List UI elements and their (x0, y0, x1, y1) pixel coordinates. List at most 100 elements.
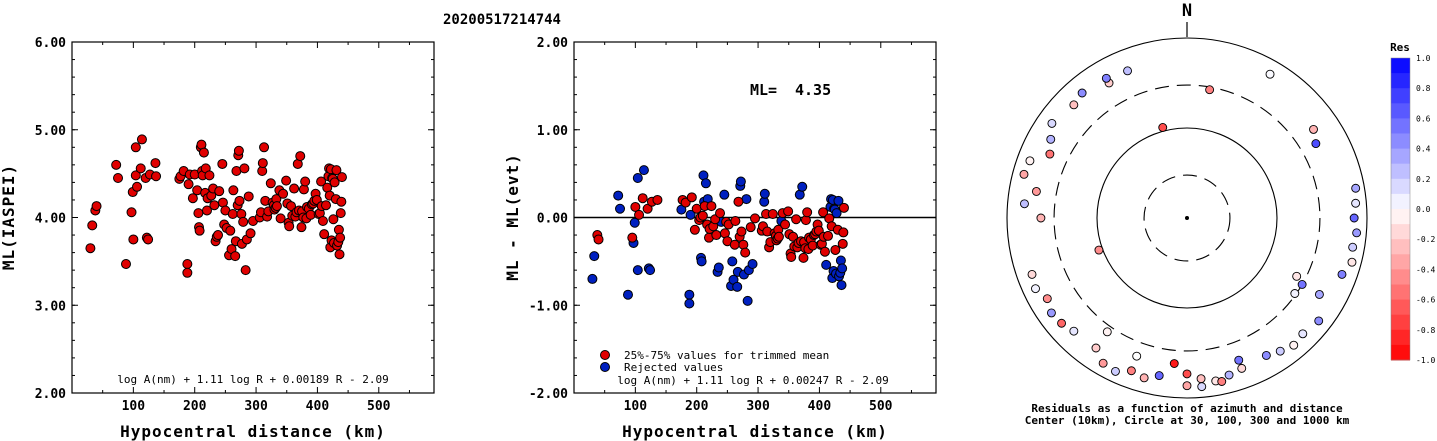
colorbar-segment (1391, 329, 1410, 346)
ml-value: 4.35 (795, 81, 831, 99)
data-point (245, 228, 256, 239)
accepted-point (788, 231, 799, 242)
accepted-point (637, 193, 648, 204)
rejected-point (587, 273, 598, 284)
station-point (1337, 269, 1347, 279)
station-point (1094, 245, 1104, 255)
legend-rejected-label: Rejected values (624, 361, 723, 374)
y-tick-label: 1.00 (537, 124, 568, 139)
y-tick-label: -1.00 (529, 299, 568, 314)
station-point (1046, 134, 1056, 144)
station-point (1091, 343, 1101, 353)
rejected-point (797, 181, 808, 192)
data-point (296, 222, 307, 233)
station-point (1019, 169, 1029, 179)
station-point (1289, 340, 1299, 350)
x-tick-label: 500 (869, 399, 893, 414)
data-point (300, 176, 311, 187)
rejected-point (713, 262, 724, 273)
colorbar-segment (1391, 314, 1410, 331)
data-point (281, 175, 292, 186)
station-point (1348, 242, 1358, 252)
colorbar-segment (1391, 224, 1410, 240)
colorbar-tick-label: -1.0 (1416, 356, 1435, 365)
colorbar-segment (1391, 209, 1410, 225)
rejected-point (629, 217, 640, 228)
accepted-point (740, 247, 751, 258)
accepted-point (750, 213, 760, 224)
accepted-point (711, 230, 722, 241)
data-point (265, 178, 276, 189)
plot2-axes: 100 200 300 400 500 -2.00 -1.00 0.00 1.00 2.00 (529, 36, 936, 414)
station-point (1025, 156, 1035, 166)
colorbar-frame (1390, 57, 1411, 361)
station-point (1292, 271, 1302, 281)
data-point (257, 158, 268, 169)
data-point (150, 158, 161, 169)
station-point (1352, 228, 1362, 238)
colorbar-segment (1391, 193, 1410, 210)
data-point (217, 158, 228, 169)
station-point (1349, 213, 1359, 223)
azimuth-residual-map: N Residuals as a function of azimuth and… (1006, 1, 1368, 427)
y-tick-label: 2.00 (537, 36, 568, 51)
plot1-xlabel: Hypocentral distance (km) (120, 422, 386, 441)
station-point (1217, 377, 1227, 386)
x-tick-label: 100 (624, 399, 648, 414)
data-point (321, 200, 332, 211)
rejected-point (645, 265, 656, 276)
station-point (1309, 124, 1318, 134)
data-point (120, 259, 131, 270)
data-point (126, 207, 137, 218)
accepted-point (773, 231, 784, 242)
station-point (1351, 198, 1361, 208)
data-point (295, 151, 306, 162)
accepted-point (706, 201, 717, 212)
ring-100km (1096, 127, 1278, 309)
station-point (1290, 289, 1300, 298)
plot2-ylabel: ML - ML(evt) (503, 153, 522, 281)
station-point (1069, 100, 1079, 110)
data-point (201, 205, 212, 216)
data-point (135, 163, 146, 174)
data-point (183, 179, 194, 190)
colorbar-segment (1391, 148, 1410, 165)
station-point (1275, 346, 1285, 356)
accepted-point (786, 251, 797, 262)
accepted-point (767, 208, 778, 219)
rejected-point (589, 251, 600, 262)
station-point (1027, 269, 1037, 279)
accepted-point (818, 207, 829, 218)
colorbar-segment (1391, 254, 1410, 270)
accepted-point (689, 224, 700, 235)
x-tick-label: 400 (306, 399, 330, 414)
accepted-point (791, 214, 802, 225)
data-point (230, 251, 241, 262)
station-point (1234, 355, 1244, 365)
polar-points (1019, 66, 1362, 392)
station-point (1182, 381, 1192, 391)
accepted-point (830, 244, 841, 255)
colorbar-tick-label: -0.6 (1416, 296, 1435, 305)
data-point (239, 163, 250, 174)
plot2-annotation: log A(nm) + 1.11 log R + 0.00247 R - 2.0… (617, 374, 889, 387)
rejected-point (836, 280, 847, 291)
rejected-point (727, 256, 738, 267)
accepted-point (838, 202, 849, 213)
station-point (1031, 186, 1041, 196)
data-point (228, 185, 239, 196)
data-point (316, 176, 327, 187)
station-point (1351, 183, 1361, 193)
station-point (1311, 139, 1321, 149)
station-point (1265, 69, 1275, 79)
station-point (1205, 85, 1215, 95)
residual-vs-distance-plot: 100 200 300 400 500 -2.00 -1.00 0.00 1.00 2.00 ML… (503, 36, 937, 441)
rejected-point (759, 188, 770, 199)
station-point (1102, 327, 1112, 337)
data-point (336, 196, 347, 207)
caption-line2: Center (10km), Circle at 30, 100, 300 an… (1025, 414, 1350, 427)
accepted-point (730, 216, 741, 227)
data-point (182, 259, 193, 270)
station-point (1020, 199, 1029, 209)
colorbar-segment (1391, 163, 1410, 180)
